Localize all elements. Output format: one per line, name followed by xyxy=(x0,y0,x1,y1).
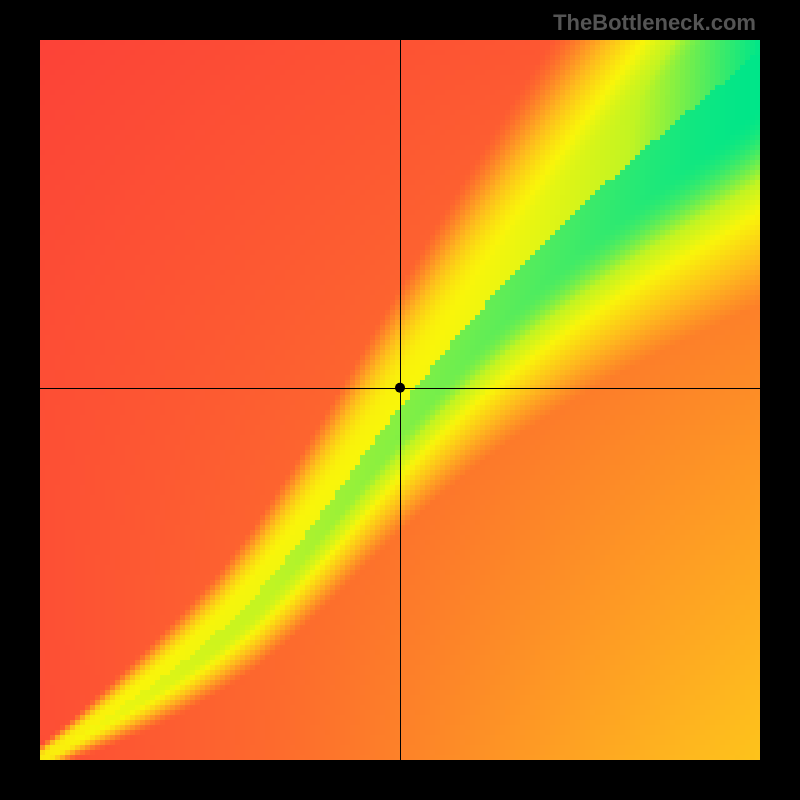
attribution-label: TheBottleneck.com xyxy=(553,10,756,36)
chart-frame: TheBottleneck.com xyxy=(0,0,800,800)
crosshair-overlay xyxy=(40,40,760,760)
plot-area xyxy=(40,40,760,760)
